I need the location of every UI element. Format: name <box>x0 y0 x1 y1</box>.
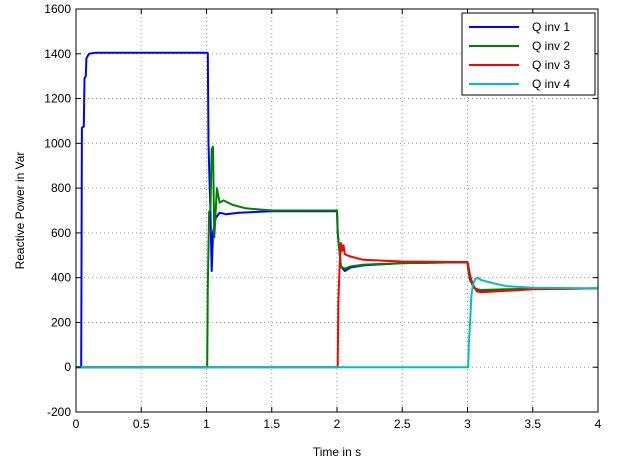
x-tick-label: 4 <box>595 417 602 431</box>
series-line-4 <box>76 276 598 369</box>
y-tick-label: 400 <box>51 271 71 285</box>
y-tick-label: 200 <box>51 315 71 329</box>
x-tick-label: 1.5 <box>263 417 280 431</box>
x-tick-label: 0.5 <box>133 417 150 431</box>
series-line-3 <box>76 242 598 369</box>
x-tick-label: 2 <box>334 417 341 431</box>
x-tick-label: 0 <box>73 417 80 431</box>
legend: Q inv 1 Q inv 2 Q inv 3 Q inv 4 <box>461 12 596 96</box>
legend-label-2: Q inv 2 <box>532 39 570 53</box>
x-tick-label: 1 <box>203 417 210 431</box>
y-tick-label: 1000 <box>44 136 71 150</box>
legend-label-4: Q inv 4 <box>532 77 570 91</box>
series-lines <box>76 51 598 369</box>
legend-box <box>461 12 596 96</box>
legend-label-1: Q inv 1 <box>532 20 570 34</box>
x-tick-label: 3 <box>464 417 471 431</box>
y-tick-label: 1200 <box>44 92 71 106</box>
x-tick-label: 3.5 <box>524 417 541 431</box>
y-tick-label: 600 <box>51 226 71 240</box>
axis-ticks: 0 0.5 1 1.5 2 2.5 3 3.5 4-2000200400600800100012… <box>44 2 601 431</box>
x-axis-label: Time in s <box>313 445 361 459</box>
y-tick-label: -200 <box>47 405 71 419</box>
y-axis-label: Reactive Power in Var <box>13 152 27 270</box>
y-tick-label: 1400 <box>44 47 71 61</box>
legend-label-3: Q inv 3 <box>532 58 570 72</box>
y-tick-label: 800 <box>51 181 71 195</box>
x-tick-label: 2.5 <box>394 417 411 431</box>
y-tick-label: 0 <box>64 360 71 374</box>
y-tick-label: 1600 <box>44 2 71 16</box>
